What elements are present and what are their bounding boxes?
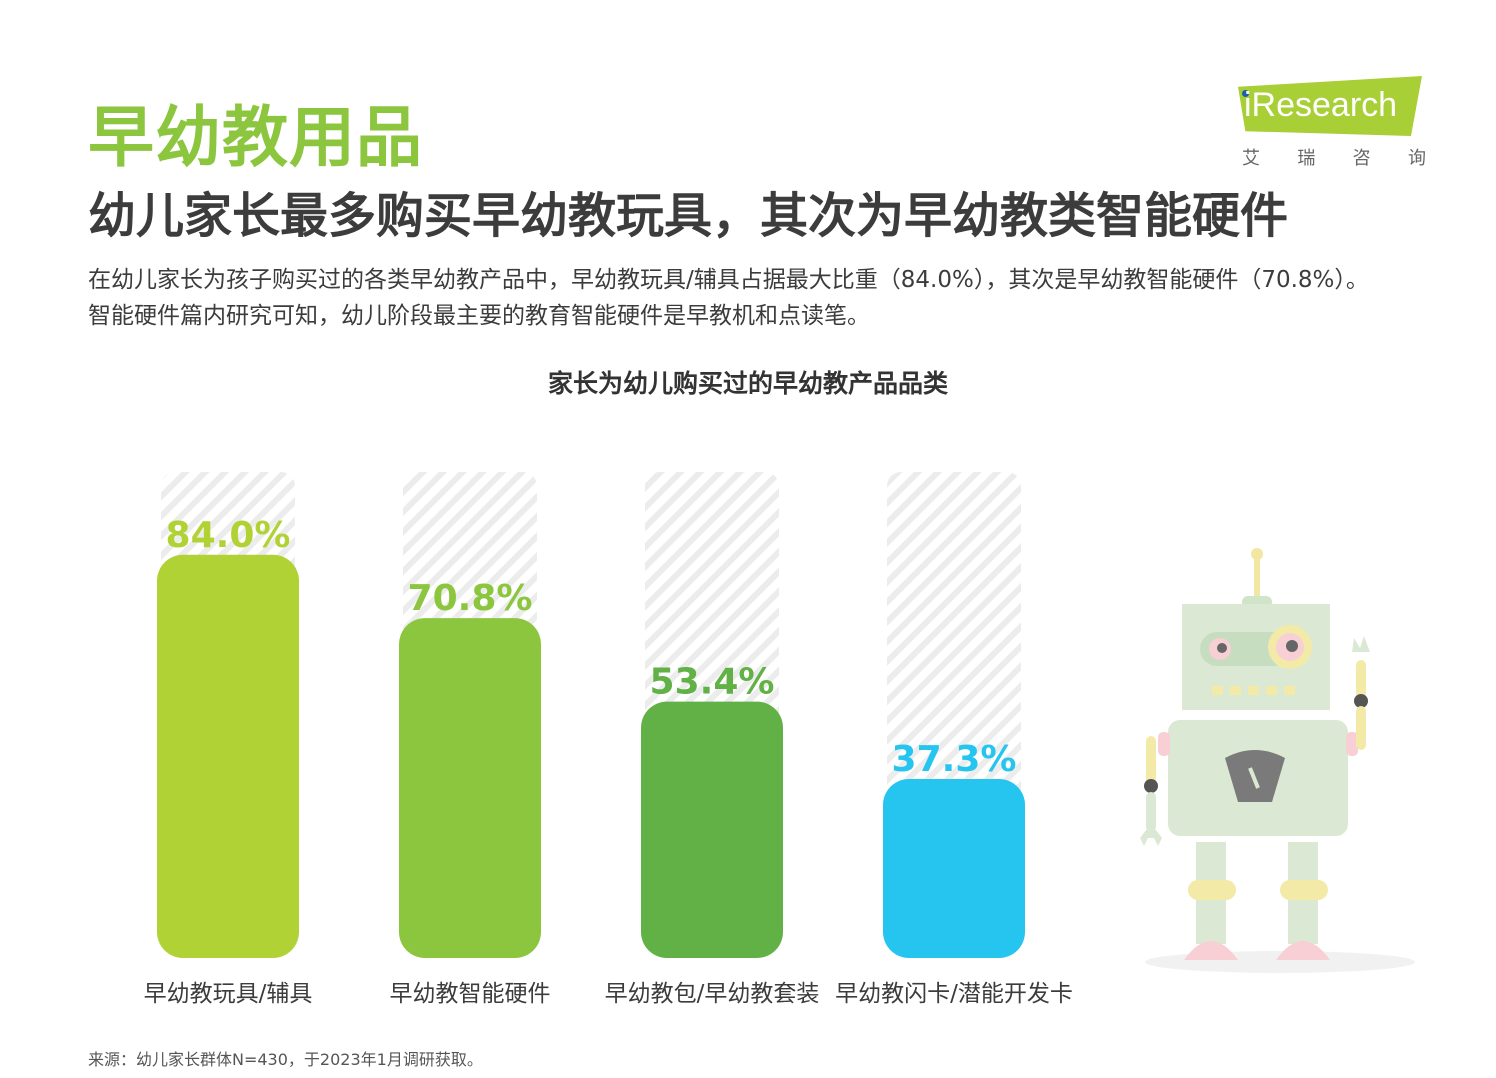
bar — [399, 618, 541, 958]
data-label: 53.4% — [650, 662, 775, 703]
logo-banner — [1238, 76, 1422, 136]
logo-char: 询 — [1407, 148, 1426, 169]
logo-brand: iResearch — [1244, 86, 1398, 124]
logo-subtitle: 艾 瑞 咨 询 — [1242, 144, 1426, 170]
category-label: 早幼教闪卡/潜能开发卡 — [835, 981, 1073, 1007]
section-title: 早幼教用品 — [88, 99, 423, 176]
logo-dot — [1242, 90, 1249, 97]
headline: 幼儿家长最多购买早幼教玩具，其次为早幼教类智能硬件 — [88, 188, 1289, 244]
bar — [641, 701, 783, 958]
bar — [883, 778, 1025, 958]
chart-title: 家长为幼儿购买过的早幼教产品品类 — [547, 369, 948, 398]
data-label: 70.8% — [408, 578, 533, 619]
logo-char: 艾 — [1242, 148, 1260, 169]
category-label: 早幼教玩具/辅具 — [143, 981, 313, 1007]
logo-char: 咨 — [1352, 148, 1371, 169]
category-label: 早幼教智能硬件 — [389, 981, 551, 1007]
robot-illustration — [1140, 548, 1415, 973]
iresearch-logo: iResearch 艾 瑞 咨 询 — [1238, 76, 1428, 170]
logo-char: 瑞 — [1297, 148, 1316, 169]
source-note: 来源：幼儿家长群体N=430，于2023年1月调研获取。 — [88, 1050, 483, 1069]
bar — [157, 554, 299, 958]
data-label: 84.0% — [166, 515, 291, 556]
category-label: 早幼教包/早幼教套装 — [604, 981, 820, 1007]
data-label: 37.3% — [892, 739, 1017, 780]
summary-text: 在幼儿家长为孩子购买过的各类早幼教产品中，早幼教玩具/辅具占据最大比重（84.0… — [88, 267, 1369, 329]
